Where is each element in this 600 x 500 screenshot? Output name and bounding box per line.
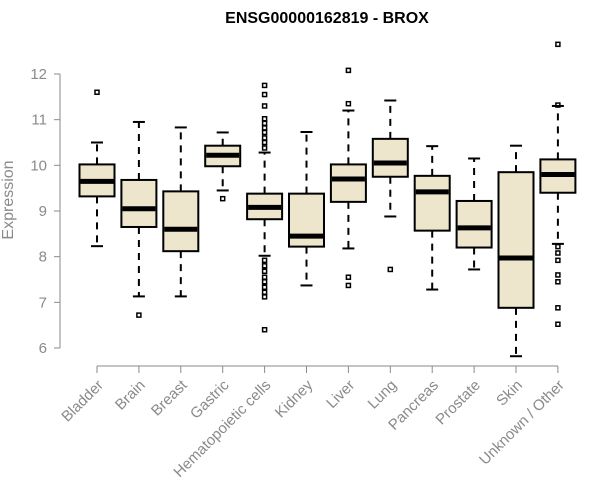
box-group-skin xyxy=(497,144,535,358)
outlier-point xyxy=(261,294,268,300)
box-group-unknown-other xyxy=(539,41,577,328)
outlier-point xyxy=(261,82,268,89)
iqr-box xyxy=(455,199,493,249)
box-group-breast xyxy=(162,126,200,298)
outlier-point xyxy=(555,305,561,311)
outlier-point xyxy=(345,100,352,107)
outlier-point xyxy=(261,103,268,109)
y-axis-label: Expression xyxy=(0,160,17,239)
outlier-point xyxy=(555,279,561,285)
outlier-point xyxy=(261,135,268,141)
x-tick-label-liver: Liver xyxy=(323,377,358,412)
x-tick-label-bladder: Bladder xyxy=(58,377,107,426)
box-group-prostate xyxy=(455,157,493,271)
outlier-point xyxy=(555,41,561,48)
x-tick-label-skin: Skin xyxy=(493,377,526,410)
box-group-liver xyxy=(329,67,367,289)
outlier-point xyxy=(345,282,352,289)
outlier-point xyxy=(136,312,142,318)
iqr-box xyxy=(371,137,409,178)
outlier-point xyxy=(261,116,268,122)
outlier-point xyxy=(261,263,268,269)
x-tick-label-lung: Lung xyxy=(365,377,401,413)
outlier-point xyxy=(219,195,226,202)
outlier-point xyxy=(387,266,394,273)
y-axis: 6 7 8 9 10 11 12 xyxy=(30,66,61,357)
outlier-point xyxy=(555,250,561,256)
y-tick-label: 7 xyxy=(39,294,47,311)
iqr-box xyxy=(413,174,451,232)
box-group-lung xyxy=(371,99,409,273)
outlier-point xyxy=(345,274,352,280)
outlier-point xyxy=(261,274,268,280)
box-group-bladder xyxy=(78,89,116,248)
y-tick-label: 6 xyxy=(39,340,47,357)
outlier-point xyxy=(555,243,561,250)
outlier-point xyxy=(261,125,268,131)
outlier-point xyxy=(555,321,561,328)
iqr-box xyxy=(288,192,325,248)
iqr-box xyxy=(162,190,200,253)
iqr-box xyxy=(497,171,535,309)
outlier-point xyxy=(261,91,268,98)
y-tick-label: 12 xyxy=(30,66,47,83)
outlier-point xyxy=(555,257,561,264)
outlier-point xyxy=(555,272,561,278)
iqr-box xyxy=(329,163,367,203)
box-group-hematopoietic-cells xyxy=(246,82,284,333)
outlier-point xyxy=(261,120,268,127)
box-series xyxy=(78,41,577,358)
outlier-point xyxy=(261,326,268,333)
outlier-point xyxy=(555,102,561,108)
box-group-kidney xyxy=(288,130,325,287)
box-group-gastric xyxy=(204,131,242,202)
outlier-point xyxy=(261,289,268,296)
iqr-box xyxy=(120,178,158,228)
y-tick-label: 11 xyxy=(31,112,47,129)
outlier-point xyxy=(261,268,268,275)
outlier-point xyxy=(261,279,268,285)
y-tick-label: 9 xyxy=(39,203,47,220)
chart-title: ENSG00000162819 - BROX xyxy=(225,10,429,27)
y-tick-label: 10 xyxy=(30,157,47,174)
outlier-point xyxy=(261,129,268,136)
y-tick-label: 8 xyxy=(39,249,47,266)
box-group-brain xyxy=(120,120,158,318)
x-tick-label-kidney: Kidney xyxy=(272,376,317,421)
x-tick-label-breast: Breast xyxy=(148,376,191,419)
box-group-pancreas xyxy=(413,145,451,291)
outlier-point xyxy=(261,145,268,151)
outlier-point xyxy=(345,67,352,74)
outlier-point xyxy=(261,284,268,291)
outlier-point xyxy=(94,89,100,96)
x-tick-label-prostate: Prostate xyxy=(432,377,484,429)
outlier-point xyxy=(261,139,268,146)
x-tick-label-brain: Brain xyxy=(112,377,149,414)
outlier-point xyxy=(261,257,268,264)
